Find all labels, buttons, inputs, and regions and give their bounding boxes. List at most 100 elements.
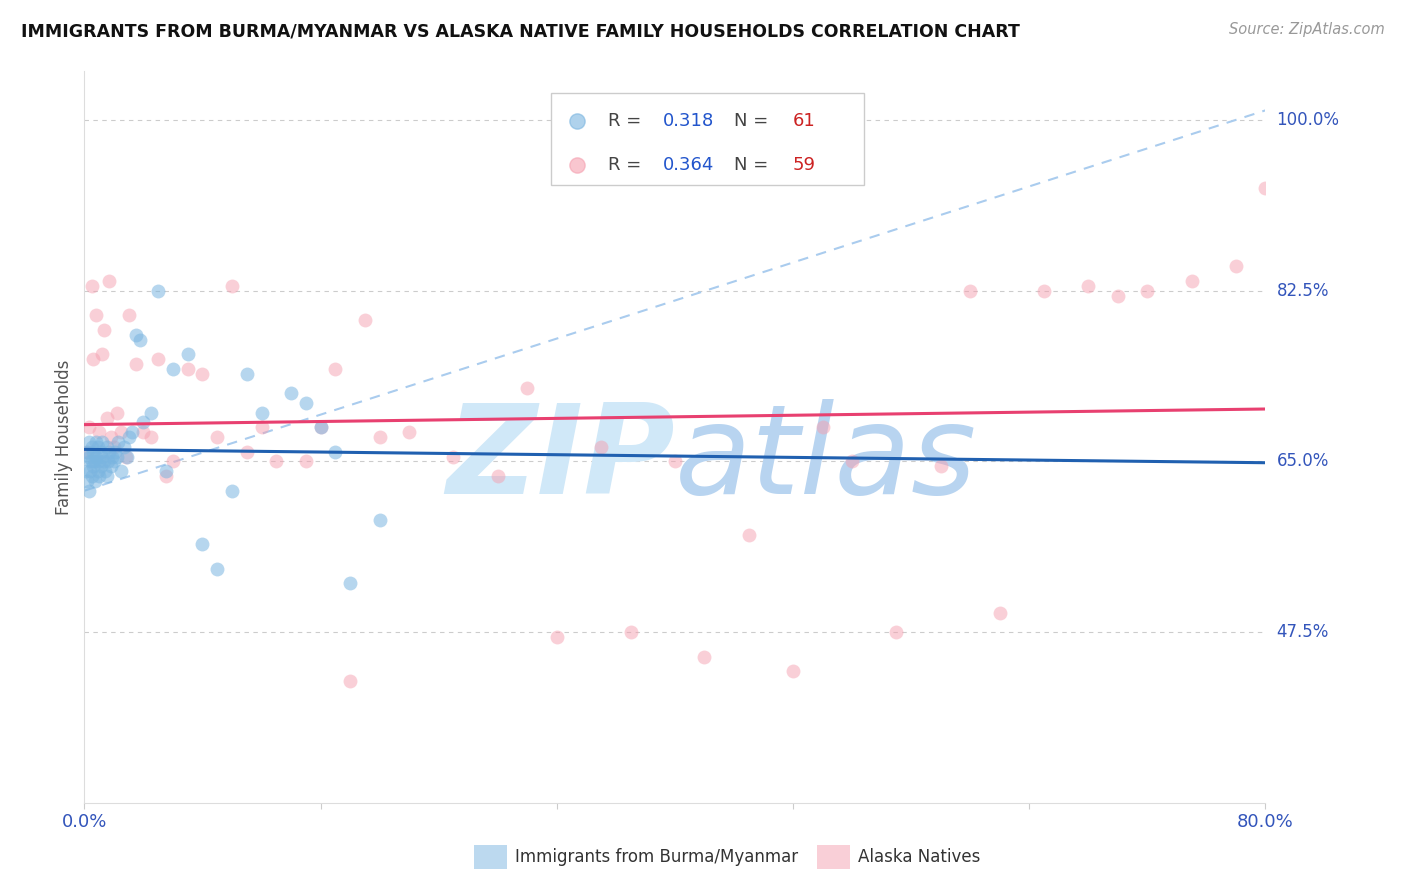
FancyBboxPatch shape xyxy=(551,94,863,185)
Point xyxy=(266,454,288,468)
Point xyxy=(1254,181,1277,195)
Point xyxy=(295,396,318,410)
Point xyxy=(100,430,122,444)
Point xyxy=(87,425,111,440)
Text: 82.5%: 82.5% xyxy=(1277,282,1329,300)
Point xyxy=(155,469,177,483)
Point xyxy=(82,444,104,458)
Point xyxy=(77,434,100,449)
Point xyxy=(77,420,100,434)
Point xyxy=(162,454,184,468)
Point xyxy=(139,406,162,420)
Text: 65.0%: 65.0% xyxy=(1277,452,1329,470)
Point xyxy=(250,420,273,434)
Point xyxy=(82,459,104,474)
Point xyxy=(90,444,112,458)
FancyBboxPatch shape xyxy=(474,846,508,869)
Point xyxy=(368,430,391,444)
Point xyxy=(155,464,177,478)
Point xyxy=(207,562,229,576)
Point xyxy=(191,367,214,381)
Point xyxy=(139,430,162,444)
Point xyxy=(221,279,243,293)
Text: N =: N = xyxy=(734,155,773,174)
Point xyxy=(132,425,155,440)
Y-axis label: Family Households: Family Households xyxy=(55,359,73,515)
Point xyxy=(96,469,118,483)
Text: R =: R = xyxy=(607,155,647,174)
Point xyxy=(236,444,259,458)
Text: R =: R = xyxy=(607,112,647,129)
Point xyxy=(443,450,465,464)
Point xyxy=(87,454,111,468)
Point xyxy=(591,440,613,454)
Point xyxy=(295,454,318,468)
Point xyxy=(664,454,686,468)
Point xyxy=(1225,260,1247,274)
Point xyxy=(191,537,214,551)
Point xyxy=(236,367,259,381)
Point xyxy=(97,454,120,468)
Point xyxy=(84,450,107,464)
Point xyxy=(80,469,103,483)
Text: ZIP: ZIP xyxy=(446,399,675,519)
Point xyxy=(103,454,125,468)
Text: N =: N = xyxy=(734,112,773,129)
Point xyxy=(368,513,391,527)
Point xyxy=(309,420,332,434)
Point xyxy=(148,284,170,298)
Point xyxy=(177,347,200,361)
Point xyxy=(988,606,1011,620)
Point xyxy=(162,361,184,376)
Point xyxy=(546,630,568,644)
Text: 100.0%: 100.0% xyxy=(1277,112,1340,129)
Point xyxy=(76,444,98,458)
Point xyxy=(76,474,98,488)
Point xyxy=(105,450,128,464)
Point xyxy=(1181,274,1204,288)
Point xyxy=(250,406,273,420)
Text: Alaska Natives: Alaska Natives xyxy=(858,848,980,866)
Point xyxy=(80,454,103,468)
Point xyxy=(112,440,135,454)
Point xyxy=(516,381,538,395)
Point xyxy=(77,450,100,464)
Point xyxy=(118,308,141,322)
Point xyxy=(77,483,100,498)
Point xyxy=(98,274,121,288)
Point xyxy=(87,469,111,483)
Point xyxy=(125,357,148,371)
Point xyxy=(110,425,132,440)
Point xyxy=(118,430,141,444)
Point xyxy=(929,459,952,474)
Point xyxy=(83,474,105,488)
Point xyxy=(96,440,118,454)
Text: IMMIGRANTS FROM BURMA/MYANMAR VS ALASKA NATIVE FAMILY HOUSEHOLDS CORRELATION CHA: IMMIGRANTS FROM BURMA/MYANMAR VS ALASKA … xyxy=(21,22,1019,40)
Point xyxy=(91,450,114,464)
FancyBboxPatch shape xyxy=(817,846,849,869)
Point xyxy=(86,464,108,478)
Point xyxy=(129,333,152,347)
Point xyxy=(1107,288,1129,302)
Point xyxy=(98,444,121,458)
Point xyxy=(90,459,112,474)
Point xyxy=(115,450,138,464)
Point xyxy=(738,527,761,541)
Point xyxy=(280,386,302,401)
Point xyxy=(110,464,132,478)
Point xyxy=(75,464,97,478)
Text: 0.364: 0.364 xyxy=(664,155,714,174)
Point xyxy=(83,454,105,468)
Point xyxy=(782,664,804,678)
Point xyxy=(93,323,115,337)
Point xyxy=(398,425,420,440)
Point xyxy=(114,450,136,464)
Point xyxy=(91,434,114,449)
Point xyxy=(177,361,200,376)
Point xyxy=(107,434,129,449)
Point xyxy=(221,483,243,498)
Point xyxy=(207,430,229,444)
Point xyxy=(104,444,127,458)
Point xyxy=(620,625,643,640)
Point xyxy=(101,450,124,464)
